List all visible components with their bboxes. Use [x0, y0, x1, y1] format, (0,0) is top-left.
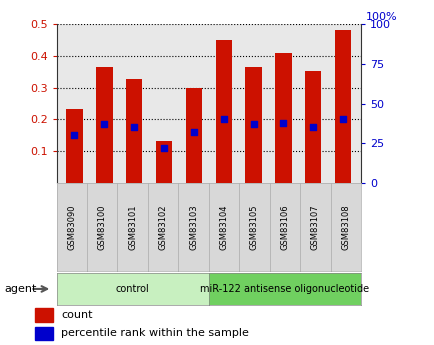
- Text: GSM83090: GSM83090: [67, 204, 76, 249]
- Point: [190, 129, 197, 135]
- Text: 100%: 100%: [365, 12, 396, 22]
- Text: GSM83100: GSM83100: [98, 204, 106, 249]
- Bar: [215, 40, 231, 183]
- Point: [130, 125, 137, 130]
- Text: GSM83104: GSM83104: [219, 204, 228, 249]
- Bar: [155, 141, 172, 183]
- Point: [250, 121, 256, 127]
- Bar: [126, 79, 142, 183]
- Text: GSM83105: GSM83105: [250, 204, 258, 249]
- Text: GSM83106: GSM83106: [280, 204, 289, 250]
- Text: GSM83107: GSM83107: [310, 204, 319, 250]
- Bar: [334, 30, 351, 183]
- Text: GSM83101: GSM83101: [128, 204, 137, 249]
- Text: agent: agent: [4, 284, 36, 294]
- Bar: [35, 327, 53, 340]
- Text: count: count: [61, 310, 92, 320]
- Bar: [245, 67, 261, 183]
- Text: miR-122 antisense oligonucleotide: miR-122 antisense oligonucleotide: [200, 284, 368, 294]
- Point: [101, 121, 108, 127]
- Point: [220, 117, 227, 122]
- Bar: [304, 71, 321, 183]
- Text: control: control: [115, 284, 149, 294]
- Text: GSM83108: GSM83108: [341, 204, 349, 250]
- Bar: [96, 67, 112, 183]
- Bar: [35, 308, 53, 322]
- Bar: [275, 53, 291, 183]
- Point: [279, 120, 286, 125]
- Point: [309, 125, 316, 130]
- Text: GSM83103: GSM83103: [189, 204, 197, 250]
- Bar: [185, 88, 202, 183]
- Point: [71, 132, 78, 138]
- Bar: [66, 109, 82, 183]
- Point: [339, 117, 346, 122]
- Text: percentile rank within the sample: percentile rank within the sample: [61, 328, 248, 338]
- Point: [160, 145, 167, 151]
- Text: GSM83102: GSM83102: [158, 204, 167, 249]
